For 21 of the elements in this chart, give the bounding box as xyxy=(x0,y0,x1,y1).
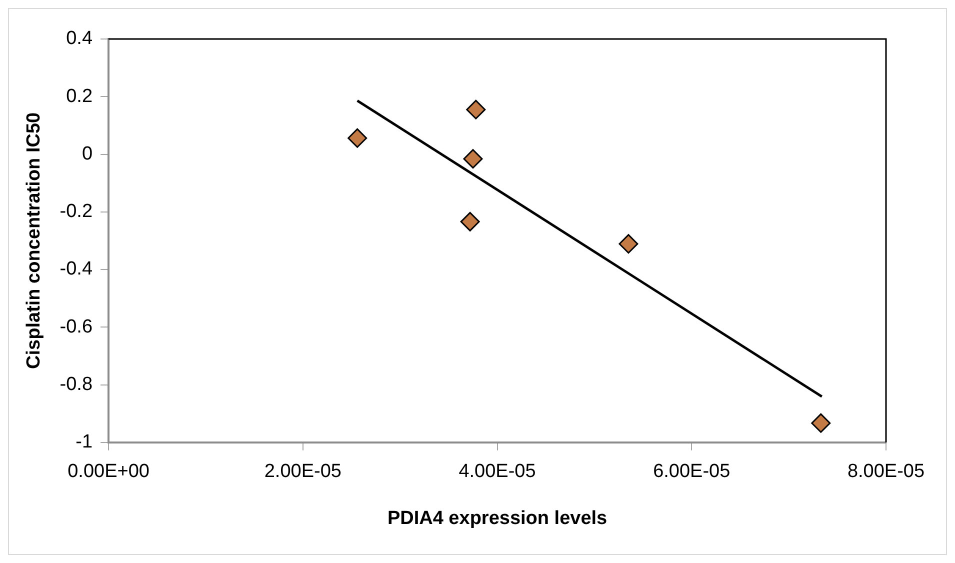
x-tick-label: 0.00E+00 xyxy=(68,461,150,482)
point xyxy=(463,149,483,169)
y-axis-title: Cisplatin concentration IC50 xyxy=(24,112,45,369)
point xyxy=(466,100,486,120)
x-axis-title: PDIA4 expression levels xyxy=(387,508,608,529)
x-tick-label: 2.00E-05 xyxy=(264,461,342,482)
point xyxy=(348,128,368,148)
y-tick-label: -0.2 xyxy=(60,201,93,222)
y-tick-label: 0.2 xyxy=(66,86,93,107)
point xyxy=(460,212,480,232)
y-tick-label: -0.6 xyxy=(60,316,93,338)
y-tick-label: -0.8 xyxy=(60,374,93,396)
y-tick-label: 0.4 xyxy=(66,28,93,50)
point xyxy=(618,234,638,254)
y-tick-label: -0.4 xyxy=(60,258,93,280)
y-tick-label: -1 xyxy=(76,432,93,453)
x-tick-label: 4.00E-05 xyxy=(458,461,536,482)
x-tick-label: 8.00E-05 xyxy=(847,461,925,482)
point xyxy=(811,413,831,433)
y-tick-label: 0 xyxy=(82,143,93,164)
x-tick-label: 6.00E-05 xyxy=(653,461,730,482)
